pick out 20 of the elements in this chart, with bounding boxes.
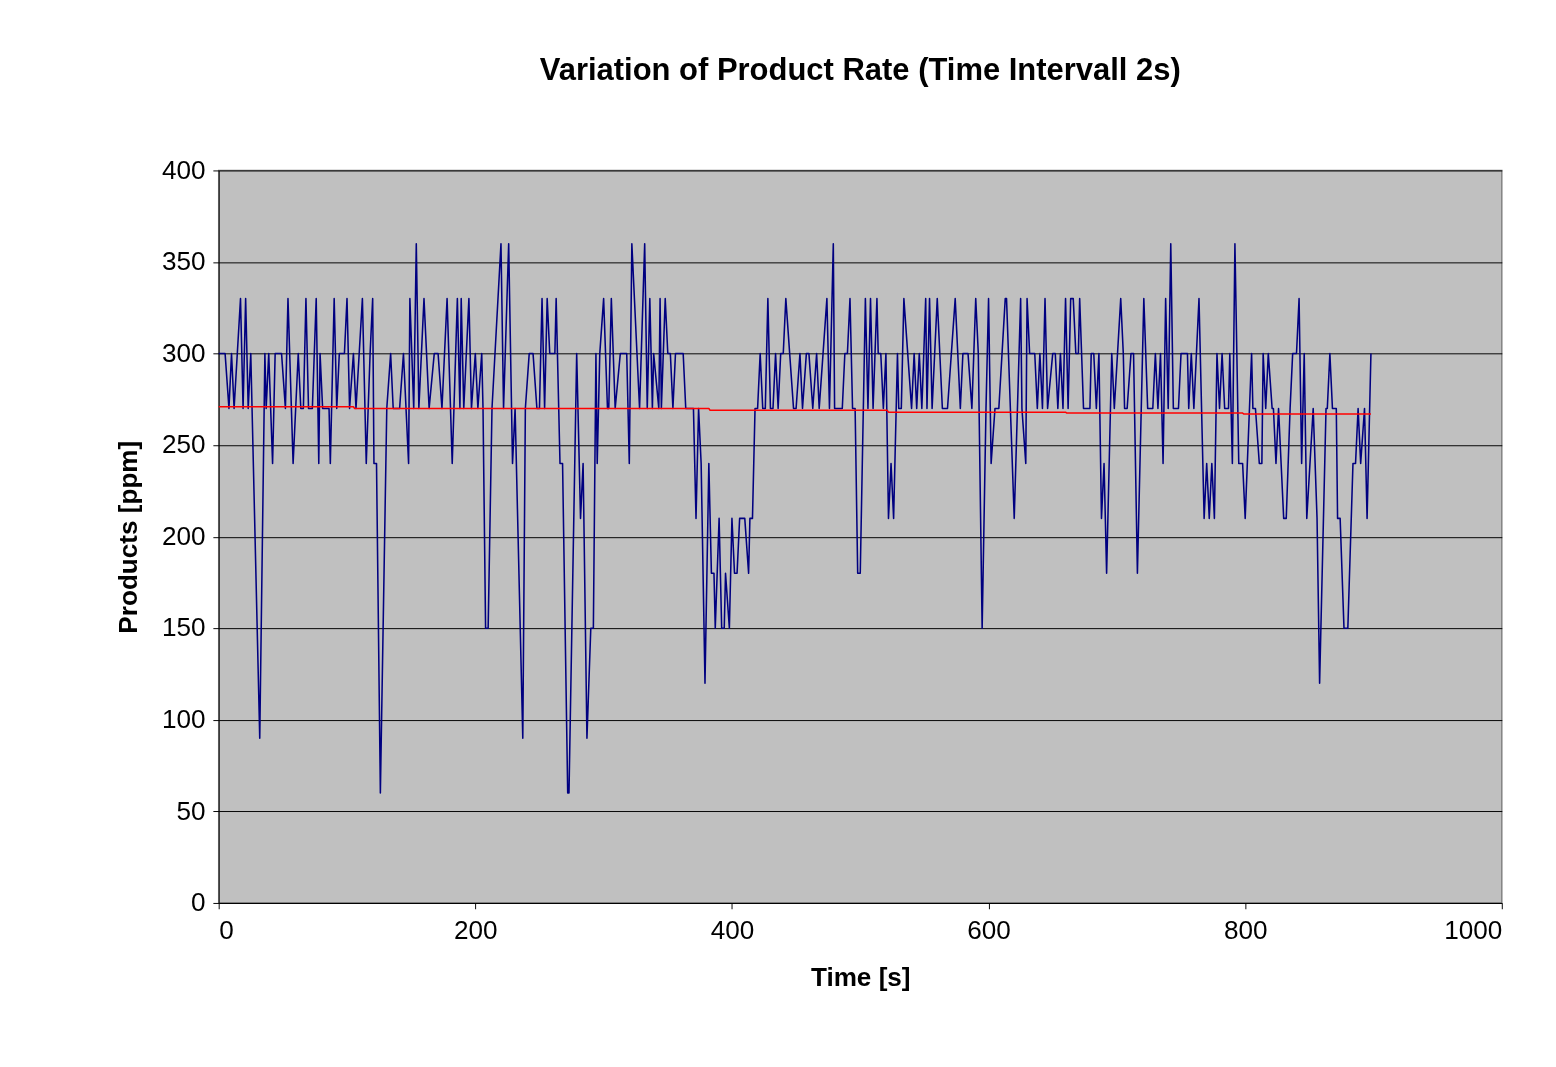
y-tick-label: 200 — [162, 520, 206, 551]
chart-title: Variation of Product Rate (Time Intervall 2s) — [539, 52, 1181, 88]
line-series — [217, 405, 1372, 415]
y-tick-label: 150 — [162, 612, 206, 643]
y-tick-label: 300 — [162, 337, 206, 368]
x-tick-label: 1000 — [1444, 915, 1503, 946]
y-tick-label: 400 — [162, 154, 206, 185]
x-tick-label: 0 — [219, 915, 234, 946]
y-axis-title: Products [ppm] — [112, 440, 143, 634]
x-tick-label: 400 — [710, 915, 755, 946]
x-axis-title: Time [s] — [810, 961, 911, 992]
y-tick-label: 350 — [162, 246, 206, 277]
y-tick-label: 0 — [191, 887, 206, 918]
y-tick-label: 250 — [162, 429, 206, 460]
x-tick-label: 800 — [1223, 915, 1268, 946]
line-series — [217, 242, 1372, 794]
x-tick-label: 600 — [967, 915, 1011, 946]
y-tick-label: 50 — [176, 795, 206, 826]
x-tick-label: 200 — [454, 915, 498, 946]
y-tick-label: 100 — [162, 704, 206, 735]
